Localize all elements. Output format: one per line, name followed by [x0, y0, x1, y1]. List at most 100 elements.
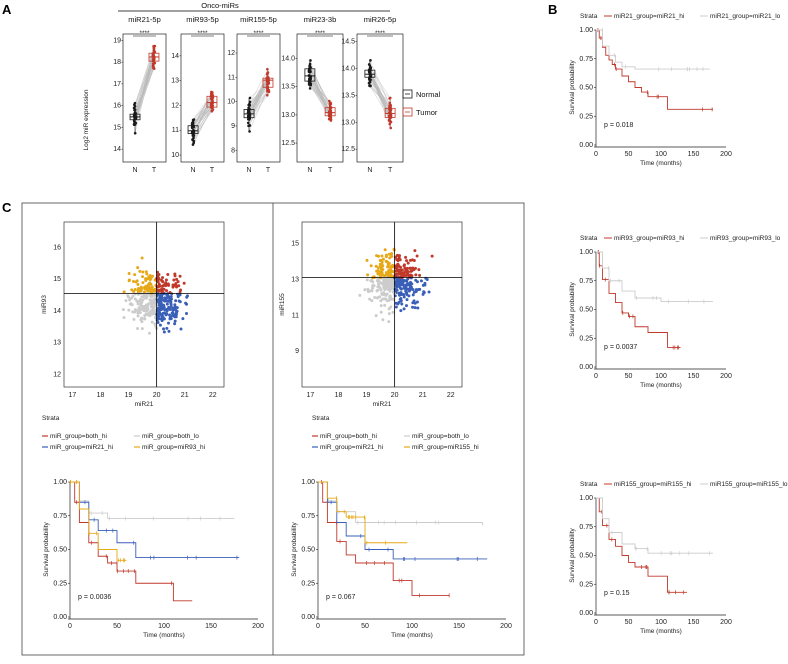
- paired-line: [248, 80, 269, 126]
- scatter-point: [376, 266, 380, 270]
- x-tick-label: N: [133, 167, 138, 174]
- normal-point: [191, 143, 195, 146]
- scatter-point: [386, 284, 390, 288]
- normal-point: [192, 132, 195, 135]
- scatter-point: [160, 303, 164, 307]
- scatter-point: [383, 303, 387, 307]
- y-tick-label: 17: [113, 81, 121, 88]
- scatter-point: [136, 266, 140, 270]
- scatter-point: [387, 262, 391, 266]
- legend-lo-label: miR93_group=miR93_lo: [710, 235, 781, 242]
- normal-point: [192, 139, 196, 143]
- scatter-point: [389, 305, 393, 309]
- scatter-point: [384, 282, 388, 286]
- y-tick-label: 0.25: [579, 335, 593, 342]
- scatter-point: [130, 288, 134, 292]
- scatter-point: [149, 276, 153, 280]
- scatter-point: [147, 282, 151, 286]
- tumor-point: [388, 122, 392, 126]
- x-axis-label: miR21: [373, 401, 392, 408]
- normal-point: [307, 80, 311, 83]
- km-plot-c2: 0.00 0.25 0.50 0.75 1.00 0 50 100 150 200 Time (mo…: [291, 479, 512, 639]
- scatter-point: [161, 298, 165, 302]
- tumor-point: [211, 91, 214, 94]
- scatter-point: [408, 258, 412, 262]
- y-tick-label: 18: [113, 59, 121, 66]
- x-tick-label: T: [266, 167, 271, 174]
- x-tick-label: 0: [594, 619, 598, 626]
- scatter-point: [366, 273, 370, 277]
- scatter-mir155: 17 18 19 20 21 22 9 11 13 15 miR21 miR155: [279, 221, 463, 408]
- scatter-point: [387, 298, 391, 302]
- scatter-point: [388, 287, 392, 291]
- paired-line: [369, 74, 391, 116]
- miR21_hi-curve: [70, 481, 240, 559]
- x-tick-label: T: [210, 167, 215, 174]
- x-axis-label: Time (months): [640, 160, 682, 167]
- normal-point: [247, 112, 251, 116]
- y-tick-label: 0.00: [579, 610, 593, 617]
- scatter-point: [167, 305, 171, 309]
- scatter-point: [406, 282, 410, 286]
- scatter-point: [358, 293, 362, 297]
- scatter-point: [381, 268, 385, 272]
- scatter-point: [169, 300, 173, 304]
- normal-point: [134, 121, 138, 125]
- x-tick-label: 100: [655, 151, 667, 158]
- miR21_hi-curve: [318, 481, 488, 560]
- scatter-point: [376, 285, 380, 289]
- scatter-point: [400, 278, 404, 282]
- scatter-point: [402, 286, 406, 290]
- scatter-point: [388, 266, 392, 270]
- scatter-point: [152, 297, 156, 301]
- normal-point: [192, 118, 196, 121]
- y-tick-label: 0.00: [301, 614, 315, 621]
- scatter-point: [374, 314, 378, 318]
- y-tick-label: 0.50: [579, 307, 593, 314]
- scatter-point: [175, 306, 179, 310]
- x-tick-label: T: [328, 167, 333, 174]
- p-value: p = 0.0036: [78, 594, 111, 601]
- normal-point: [247, 124, 250, 128]
- x-tick-label: 50: [625, 151, 633, 158]
- scatter-point: [366, 290, 370, 294]
- p-value: p = 0.0037: [604, 344, 637, 351]
- scatter-point: [144, 303, 148, 307]
- x-tick-label: 100: [655, 373, 667, 380]
- y-axis-label: miR155: [279, 293, 286, 316]
- y-axis-label: Survival probability: [569, 527, 576, 582]
- scatter-point: [132, 317, 136, 321]
- paired-line: [248, 77, 269, 114]
- y-axis-label: Survival probability: [569, 281, 576, 336]
- y-tick-label: 8: [231, 147, 235, 154]
- scatter-point: [387, 268, 391, 272]
- y-tick-label: 14: [171, 53, 179, 60]
- scatter-point: [418, 287, 422, 291]
- scatter-point: [388, 295, 392, 299]
- scatter-point: [160, 290, 164, 294]
- y-tick-label: 12: [171, 102, 179, 109]
- y-tick-label: 13: [53, 340, 61, 347]
- y-tick-label: 0.50: [53, 547, 67, 554]
- scatter-point: [164, 297, 168, 301]
- scatter-point: [409, 285, 413, 289]
- km-plot-b-1: 0.00 0.25 0.50 0.75 1.00 0 50 100 150 200 Time (mo…: [569, 249, 732, 389]
- normal-point: [309, 74, 312, 78]
- scatter-point: [151, 307, 155, 311]
- scatter-point: [408, 266, 412, 270]
- scatter-point: [156, 299, 160, 303]
- x-tick-label: 18: [335, 392, 343, 399]
- tumor-point: [388, 110, 392, 113]
- scatter-point: [185, 294, 189, 298]
- scatter-point: [382, 286, 386, 290]
- scatter-point: [147, 289, 151, 293]
- scatter-point: [413, 266, 417, 270]
- x-tick-label: 150: [688, 619, 700, 626]
- scatter-point: [363, 288, 367, 292]
- scatter-point: [167, 329, 171, 333]
- normal-point: [367, 81, 371, 85]
- scatter-point: [178, 300, 182, 304]
- scatter-point: [381, 257, 385, 261]
- significance-stars: ****: [315, 30, 326, 37]
- scatter-point: [382, 278, 386, 282]
